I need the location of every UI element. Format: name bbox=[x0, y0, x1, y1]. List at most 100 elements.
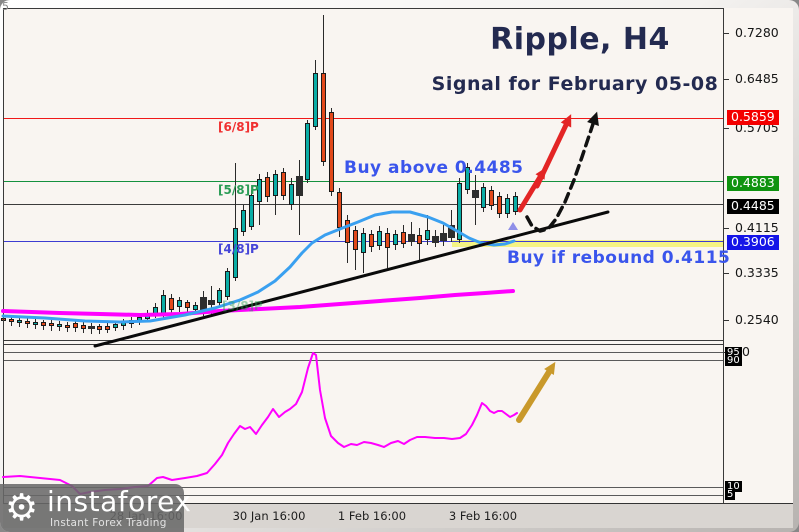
price-axis-label: 0.4115 bbox=[735, 220, 779, 235]
indicator-axis-label: 10 bbox=[725, 481, 742, 492]
level-line-current bbox=[4, 204, 723, 205]
candle-body bbox=[137, 317, 142, 322]
page-subtitle: Signal for February 05-08 bbox=[431, 73, 719, 95]
candle-body bbox=[353, 230, 358, 250]
price-axis-label: 0.3335 bbox=[735, 265, 779, 280]
candle-body bbox=[513, 196, 518, 212]
candle-body bbox=[505, 198, 510, 214]
candle-body bbox=[273, 174, 278, 196]
candle-body bbox=[225, 271, 230, 297]
candle-body bbox=[153, 307, 158, 315]
candle-body bbox=[177, 300, 182, 307]
candle-body bbox=[65, 325, 70, 328]
candle-body bbox=[313, 73, 318, 127]
candle-body bbox=[289, 184, 294, 205]
candle-body bbox=[25, 321, 30, 324]
murrey-68-label: [6/8]P bbox=[218, 120, 259, 134]
price-axis-label: 0.6485 bbox=[735, 71, 779, 86]
candle-body bbox=[361, 233, 366, 253]
candle-body bbox=[41, 322, 46, 326]
candle-wick bbox=[299, 160, 300, 235]
candle-body bbox=[105, 326, 110, 330]
chart-left-border bbox=[3, 8, 4, 503]
candle-doji bbox=[88, 326, 95, 329]
candle-doji bbox=[432, 236, 439, 243]
candle-body bbox=[129, 320, 134, 324]
time-axis-label: 1 Feb 16:00 bbox=[337, 509, 407, 523]
time-axis-label: 3 Feb 16:00 bbox=[448, 509, 518, 523]
scale-hint: 5 bbox=[2, 0, 9, 13]
candle-body bbox=[377, 231, 382, 246]
candle-body bbox=[257, 179, 262, 202]
candle-body bbox=[145, 313, 150, 319]
price-axis-label: 0.2540 bbox=[735, 312, 779, 327]
price-axis-highlight-label: 0.3906 bbox=[727, 235, 779, 250]
candle-body bbox=[393, 234, 398, 245]
candle-body bbox=[73, 323, 78, 328]
candle-body bbox=[369, 234, 374, 247]
candle-body bbox=[57, 324, 62, 327]
murrey-48-label: [4/8]P bbox=[218, 242, 259, 256]
panel-separator-1 bbox=[3, 340, 723, 341]
candle-doji bbox=[440, 233, 447, 241]
price-tick bbox=[724, 79, 729, 80]
candle-body bbox=[337, 192, 342, 228]
candle-body bbox=[385, 233, 390, 248]
chart-top-border bbox=[3, 8, 723, 9]
candle-doji bbox=[448, 225, 455, 238]
indicator-level-line-90 bbox=[4, 360, 723, 361]
candle-doji bbox=[296, 176, 303, 196]
murrey-38-label: [3/8]P bbox=[222, 299, 263, 313]
price-axis-highlight-label: 0.5859 bbox=[727, 110, 779, 125]
candle-body bbox=[185, 302, 190, 308]
candle-body bbox=[481, 187, 486, 208]
candle-body bbox=[169, 298, 174, 310]
candle-body bbox=[497, 196, 502, 214]
candle-body bbox=[329, 112, 334, 192]
indicator-level-line-5 bbox=[4, 495, 723, 496]
candle-wick bbox=[475, 175, 476, 225]
candle-body bbox=[49, 323, 54, 326]
price-axis-label: 0 bbox=[742, 344, 750, 359]
candle-body bbox=[489, 190, 494, 206]
candle-body bbox=[417, 235, 422, 244]
candle-body bbox=[81, 325, 86, 329]
gear-icon: ⚙ bbox=[5, 486, 39, 529]
logo-brand-text: instaforex bbox=[47, 485, 192, 518]
candle-body bbox=[345, 220, 350, 243]
price-tick bbox=[724, 273, 729, 274]
candle-body bbox=[33, 322, 38, 325]
candle-body bbox=[465, 167, 470, 190]
candle-body bbox=[321, 73, 326, 162]
buy-above-annotation: Buy above 0.4485 bbox=[344, 158, 524, 178]
candle-body bbox=[305, 123, 310, 180]
price-axis-highlight-label: 0.4485 bbox=[727, 199, 779, 214]
candle-body bbox=[161, 295, 166, 316]
time-axis-label: 30 Jan 16:00 bbox=[232, 509, 306, 523]
price-tick bbox=[724, 128, 729, 129]
candle-body bbox=[17, 320, 22, 323]
candle-doji bbox=[408, 234, 415, 242]
candle-doji bbox=[200, 297, 207, 311]
price-axis-highlight-label: 0.4883 bbox=[727, 176, 779, 191]
indicator-axis-label: 5 bbox=[725, 489, 736, 500]
candle-body bbox=[193, 305, 198, 310]
indicator-axis-label: 95 bbox=[725, 347, 742, 358]
price-tick bbox=[724, 33, 729, 34]
candle-body bbox=[249, 195, 254, 227]
candle-body bbox=[121, 322, 126, 326]
price-tick bbox=[724, 320, 729, 321]
murrey-58-label: [5/8]P bbox=[218, 183, 259, 197]
candle-doji bbox=[472, 190, 479, 198]
candle-body bbox=[425, 230, 430, 240]
candle-body bbox=[113, 324, 118, 328]
candle-wick bbox=[419, 228, 420, 262]
level-line-[5/8]P bbox=[4, 181, 723, 182]
indicator-axis-label: 90 bbox=[725, 355, 742, 366]
candle-body bbox=[401, 232, 406, 244]
candle-body bbox=[241, 210, 246, 232]
buy-signal-marker bbox=[508, 222, 518, 230]
price-axis-label: 0.7280 bbox=[735, 25, 779, 40]
candle-body bbox=[281, 172, 286, 196]
